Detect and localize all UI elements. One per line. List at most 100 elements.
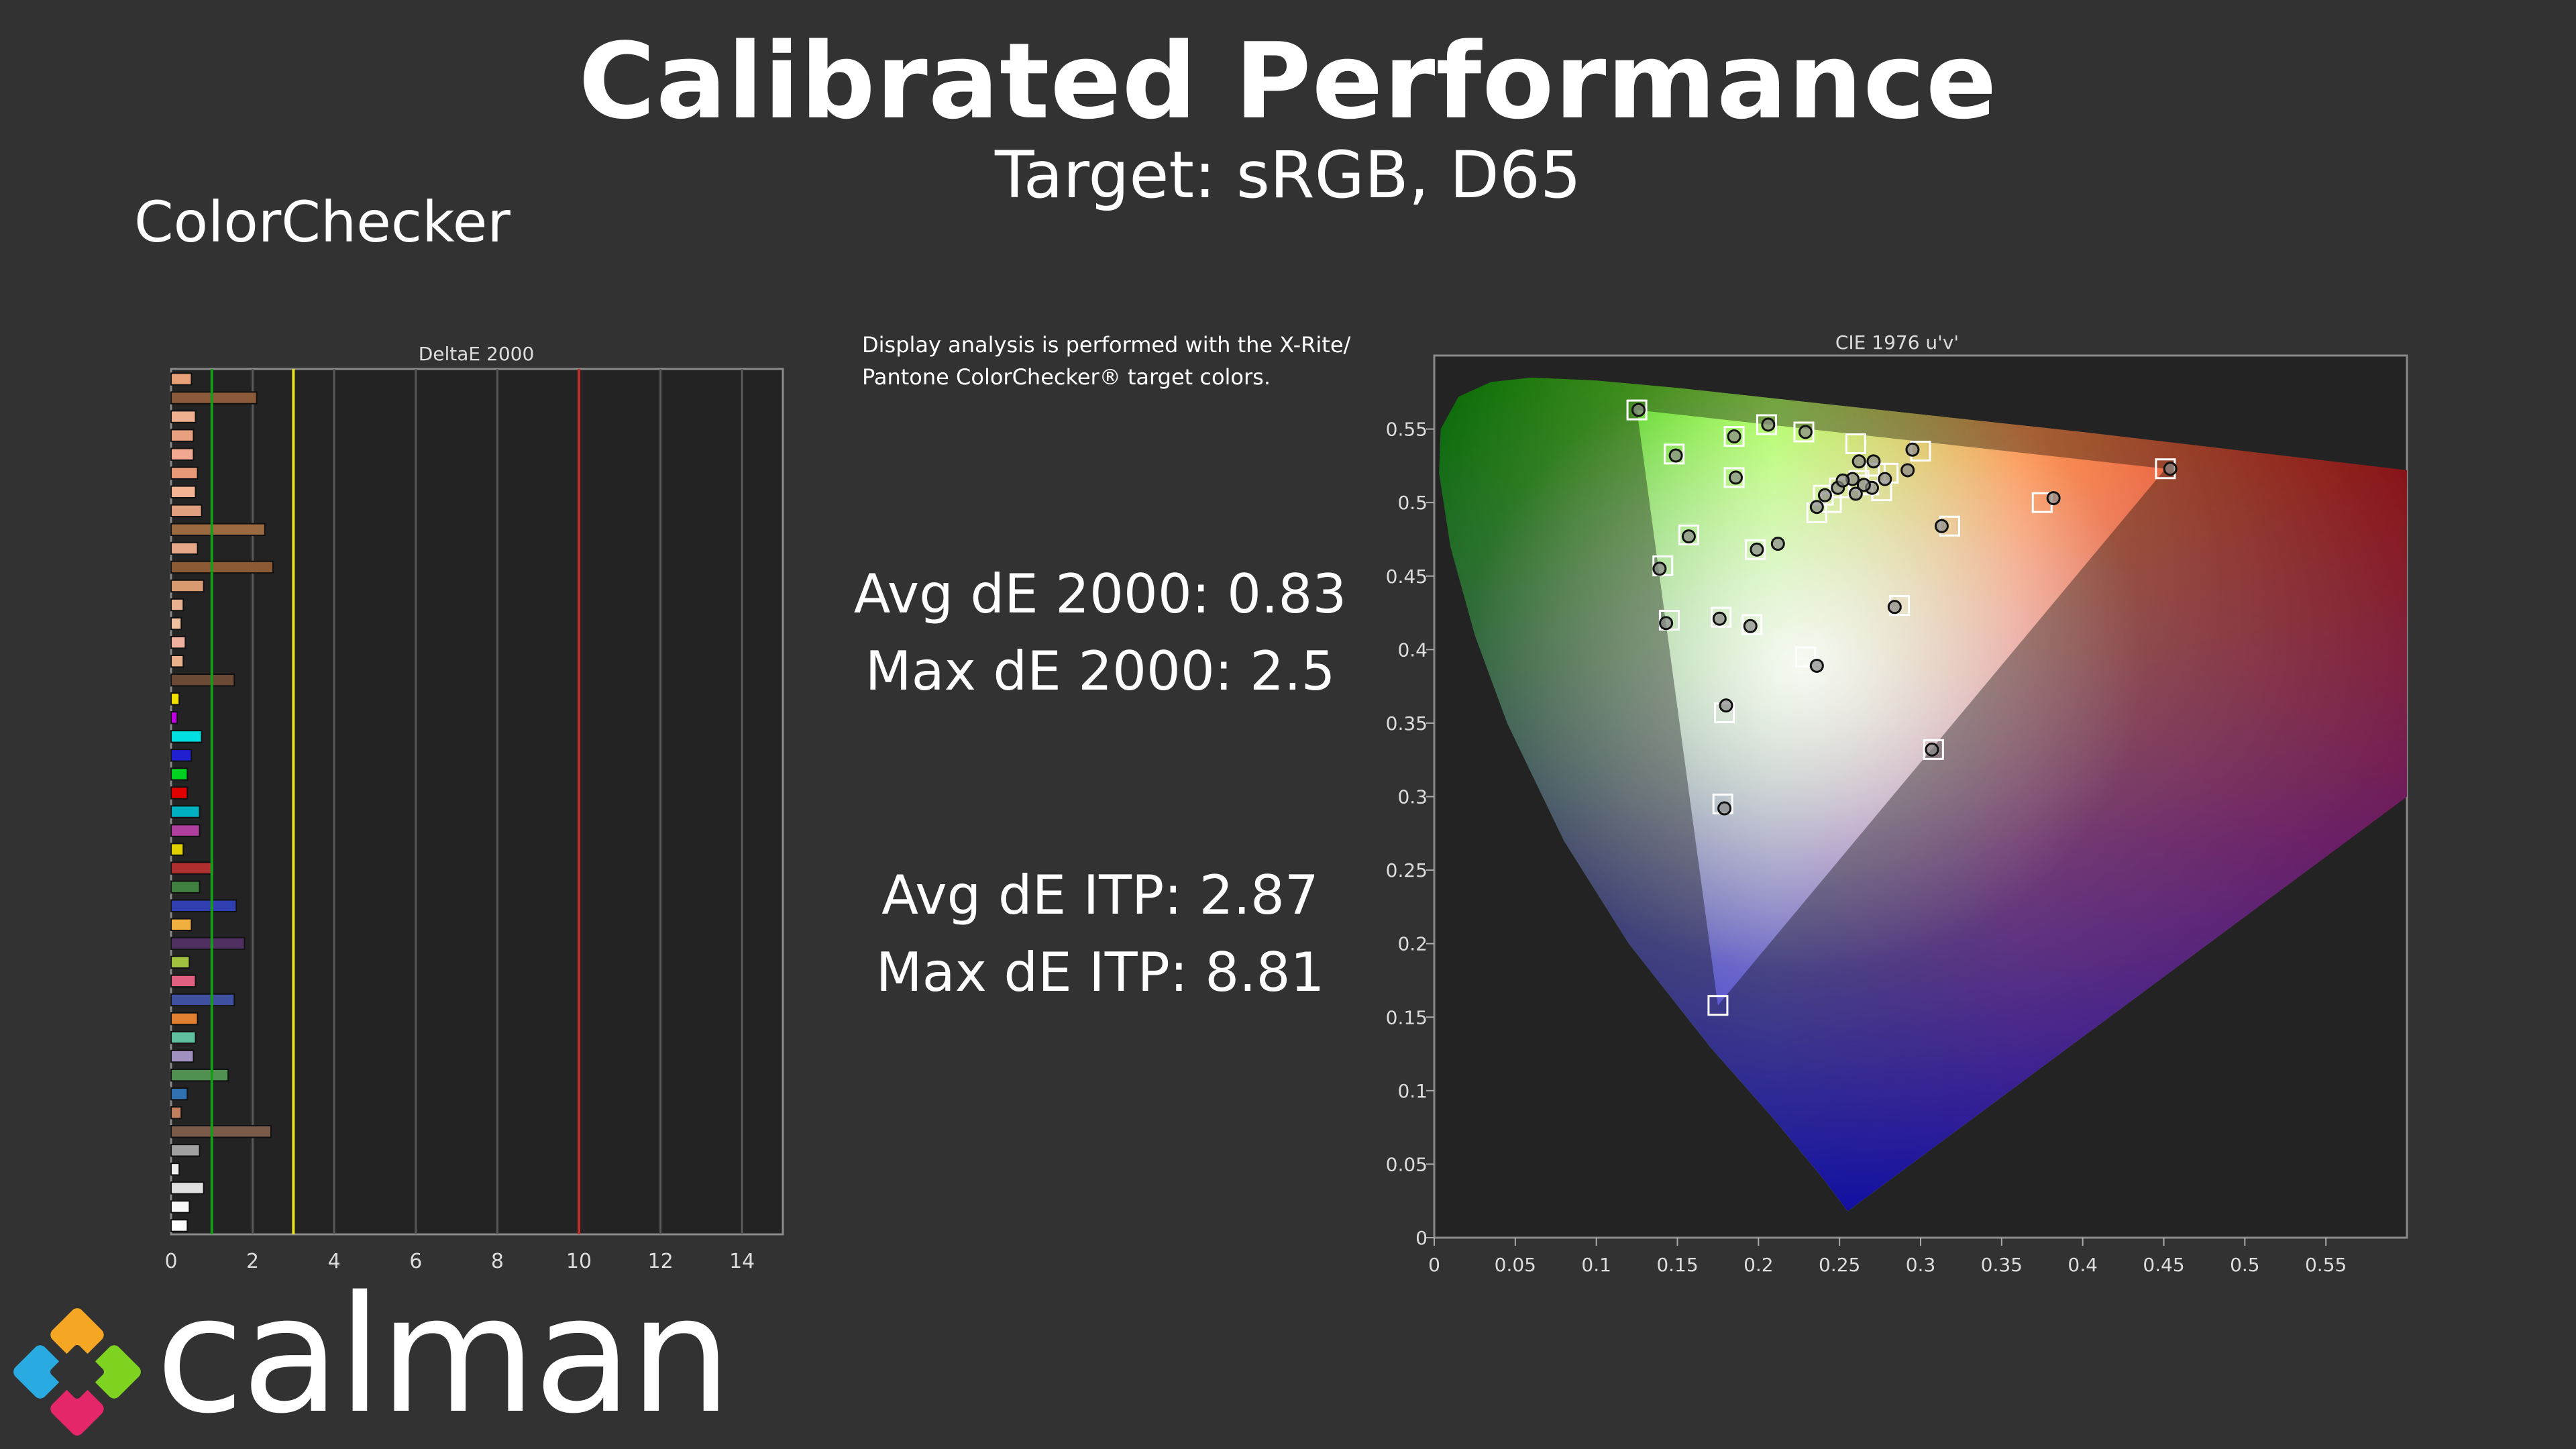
bar bbox=[170, 674, 235, 687]
measured-marker bbox=[1831, 480, 1845, 495]
cie-x-tick-label: 0.05 bbox=[1495, 1254, 1536, 1276]
bar bbox=[170, 1181, 205, 1195]
target-marker bbox=[1756, 414, 1777, 435]
bar bbox=[170, 391, 258, 405]
bar bbox=[170, 1049, 195, 1063]
measured-marker bbox=[1887, 600, 1902, 614]
max-de2000: Max dE 2000: 2.5 bbox=[865, 640, 1336, 702]
cie-x-tick-label: 0.45 bbox=[2143, 1254, 2184, 1276]
target-marker bbox=[1939, 515, 1960, 537]
bar bbox=[170, 767, 189, 781]
target-marker bbox=[1910, 440, 1931, 462]
itp-stats: Avg dE ITP: 2.87 Max dE ITP: 8.81 bbox=[765, 857, 1436, 1011]
bar bbox=[170, 1125, 272, 1138]
target-marker bbox=[1889, 595, 1911, 616]
target-marker bbox=[1848, 470, 1870, 491]
cie-y-tick-label: 0.1 bbox=[1397, 1080, 1428, 1102]
target-marker bbox=[1678, 524, 1699, 545]
measured-marker bbox=[1905, 442, 1920, 457]
bar-plot-area bbox=[170, 368, 784, 1236]
measured-marker bbox=[1743, 619, 1758, 633]
bar bbox=[170, 692, 180, 706]
measured-marker bbox=[1925, 742, 1939, 757]
bar-tick-label: 14 bbox=[729, 1250, 755, 1273]
cie-y-tick-label: 0 bbox=[1415, 1227, 1428, 1249]
measured-marker bbox=[1712, 611, 1727, 626]
measured-marker bbox=[1835, 473, 1850, 488]
bar bbox=[170, 711, 178, 724]
bar bbox=[170, 936, 246, 951]
measured-marker bbox=[2046, 491, 2061, 506]
bar bbox=[170, 805, 201, 818]
measured-marker bbox=[1652, 561, 1667, 576]
bar bbox=[170, 1219, 189, 1232]
bar bbox=[170, 861, 213, 875]
target-marker bbox=[1794, 646, 1816, 667]
outside-gamut-shade bbox=[1439, 377, 2407, 1212]
bar bbox=[170, 1030, 197, 1044]
bar bbox=[170, 824, 201, 837]
avg-itp: Avg dE ITP: 2.87 bbox=[881, 864, 1319, 926]
target-marker bbox=[1723, 467, 1745, 488]
target-marker bbox=[1626, 399, 1648, 421]
bar bbox=[170, 1068, 229, 1082]
bar bbox=[170, 918, 193, 931]
measured-marker bbox=[1845, 472, 1860, 486]
target-marker bbox=[1806, 502, 1827, 524]
cie-x-tick-label: 0.35 bbox=[1981, 1254, 2023, 1276]
measured-marker bbox=[1727, 429, 1741, 444]
measured-marker bbox=[1900, 463, 1915, 478]
measured-marker bbox=[1770, 537, 1785, 551]
locus-fill-blue bbox=[1439, 377, 2407, 1212]
bar bbox=[170, 429, 195, 442]
measured-marker bbox=[1750, 542, 1764, 557]
target-marker bbox=[1652, 555, 1674, 576]
cie-x-tick-label: 0.2 bbox=[1743, 1254, 1774, 1276]
bar bbox=[170, 410, 197, 423]
cie-y-tick-label: 0.05 bbox=[1386, 1153, 1428, 1175]
bar bbox=[170, 541, 199, 555]
bar bbox=[170, 523, 266, 537]
cie-chart-title: CIE 1976 u'v' bbox=[1835, 331, 1959, 354]
target-marker bbox=[1723, 426, 1745, 447]
target-marker bbox=[1741, 614, 1763, 635]
cie-x-tick-label: 0.1 bbox=[1581, 1254, 1611, 1276]
target-marker bbox=[1845, 433, 1866, 454]
measured-marker bbox=[1717, 801, 1732, 816]
bar bbox=[170, 1200, 191, 1214]
avg-de2000: Avg dE 2000: 0.83 bbox=[853, 563, 1347, 625]
bar bbox=[170, 1144, 201, 1157]
target-marker bbox=[1871, 480, 1892, 502]
calman-logo-text: calman bbox=[156, 1261, 732, 1449]
measured-marker bbox=[1659, 616, 1674, 631]
measured-marker bbox=[1848, 486, 1863, 501]
bar bbox=[170, 372, 193, 386]
measured-marker bbox=[1934, 519, 1949, 533]
target-marker bbox=[1813, 484, 1834, 506]
target-marker bbox=[1858, 474, 1880, 496]
measured-marker bbox=[1668, 448, 1683, 463]
target-marker bbox=[2031, 492, 2053, 513]
bar bbox=[170, 786, 189, 800]
bar bbox=[170, 560, 274, 574]
measured-marker bbox=[1719, 698, 1733, 713]
target-marker bbox=[1664, 443, 1685, 465]
cie-plot-area bbox=[1433, 354, 2408, 1239]
measured-marker bbox=[1761, 417, 1776, 432]
de2000-stats: Avg dE 2000: 0.83 Max dE 2000: 2.5 bbox=[765, 555, 1436, 710]
bar bbox=[170, 993, 235, 1007]
bar bbox=[170, 616, 182, 631]
cie-y-tick-label: 0.55 bbox=[1386, 419, 1428, 441]
cie-x-tick-label: 0.4 bbox=[2068, 1254, 2098, 1276]
measured-marker bbox=[1681, 529, 1696, 544]
measured-marker bbox=[1856, 478, 1871, 492]
locus-fill bbox=[1439, 377, 2407, 1212]
target-marker bbox=[1712, 793, 1733, 814]
section-label: ColorChecker bbox=[134, 189, 511, 255]
cie-y-tick-label: 0.5 bbox=[1397, 492, 1428, 514]
measured-marker bbox=[1866, 454, 1881, 469]
measured-marker bbox=[1809, 500, 1824, 515]
cie-x-tick-label: 0.3 bbox=[1906, 1254, 1936, 1276]
cie-x-tick-label: 0.25 bbox=[1819, 1254, 1860, 1276]
target-marker bbox=[1878, 462, 1899, 484]
